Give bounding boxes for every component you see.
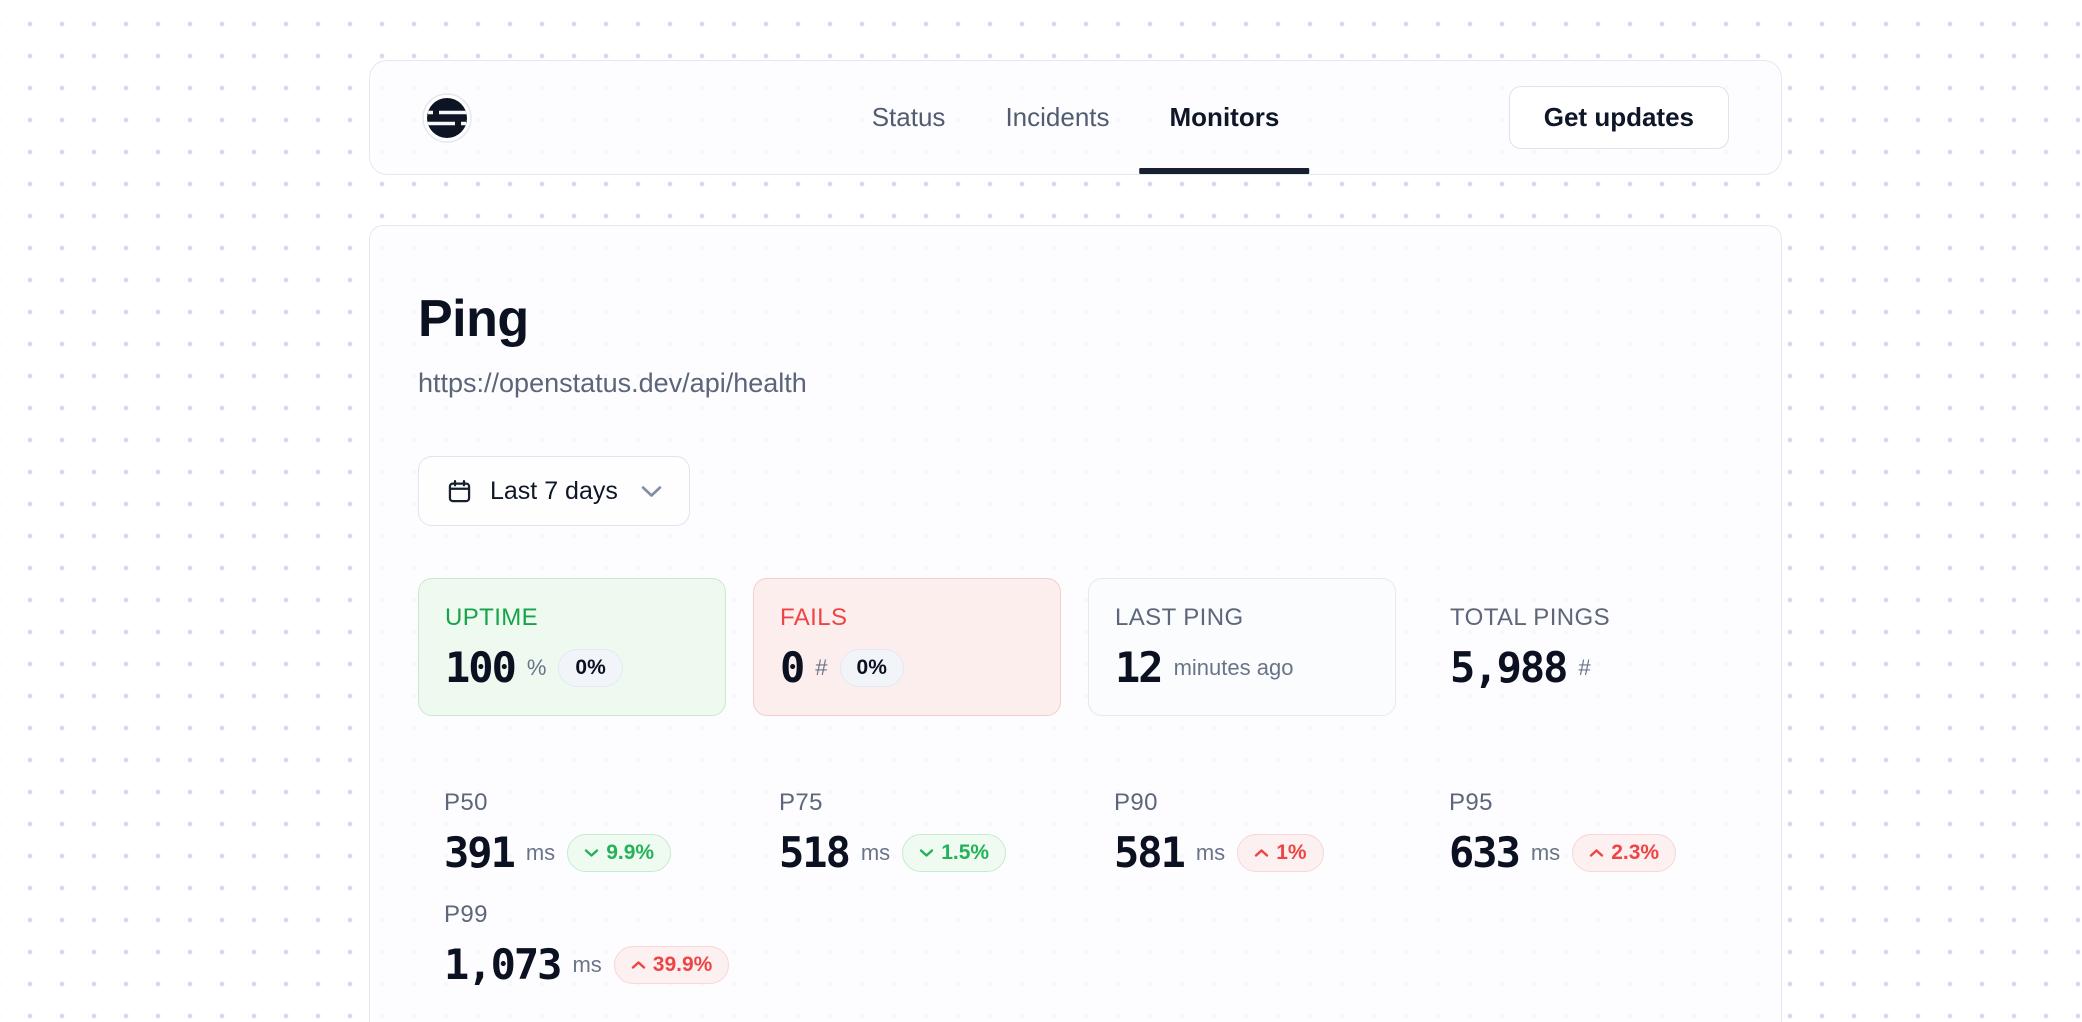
trend-badge: 9.9% (567, 834, 672, 872)
trend-badge: 1% (1237, 834, 1324, 872)
percentile-unit: ms (860, 840, 891, 865)
monitor-detail-card: Ping https://openstatus.dev/api/health L… (369, 225, 1782, 1022)
trend-up-icon (631, 960, 646, 970)
percentile-value: 581 (1114, 828, 1186, 877)
trend-down-icon (584, 848, 599, 858)
get-updates-button[interactable]: Get updates (1508, 86, 1729, 149)
percentile-label: P50 (444, 789, 488, 816)
header-nav: Status Incidents Monitors (842, 61, 1310, 174)
stat-label: FAILS (780, 604, 848, 631)
monitor-url: https://openstatus.dev/api/health (418, 368, 807, 398)
percentile-label: P99 (444, 901, 488, 928)
stat-card-total-pings: TOTAL PINGS 5,988 # (1423, 578, 1731, 716)
stat-card-uptime: UPTIME 100 % 0% (418, 578, 726, 716)
percentile-p90: P90 581 ms 1% (1088, 788, 1396, 876)
percentile-label: P90 (1114, 789, 1158, 816)
percentile-unit: ms (572, 952, 602, 977)
stat-value: 5,988 (1450, 643, 1568, 692)
percentile-label: P75 (779, 789, 823, 816)
trend-down-icon (919, 848, 934, 858)
percentile-value: 1,073 (444, 940, 562, 989)
percentile-value: 518 (779, 828, 851, 877)
stat-card-last-ping: LAST PING 12 minutes ago (1088, 578, 1396, 716)
percentile-value: 633 (1449, 828, 1521, 877)
calendar-icon (446, 478, 473, 505)
nav-tab-monitors[interactable]: Monitors (1139, 61, 1310, 174)
percentile-p95: P95 633 ms 2.3% (1423, 788, 1731, 876)
percentile-p75: P75 518 ms 1.5% (753, 788, 1061, 876)
percentile-unit: ms (1195, 840, 1226, 865)
monitor-title: Ping (418, 290, 529, 348)
nav-tab-incidents[interactable]: Incidents (1005, 102, 1110, 132)
percentile-value: 391 (444, 828, 516, 877)
stats-row: UPTIME 100 % 0% FAILS 0 # 0% LAST PING 1… (418, 578, 1733, 716)
stat-value: 12 (1115, 643, 1164, 692)
percentile-p50: P50 391 ms 9.9% (418, 788, 726, 876)
trend-up-icon (1589, 848, 1604, 858)
stat-delta-badge: 0% (558, 649, 623, 687)
stat-unit: # (1578, 655, 1591, 680)
percentile-unit: ms (525, 840, 556, 865)
stat-label: LAST PING (1115, 604, 1244, 631)
openstatus-logo[interactable] (422, 92, 472, 143)
stat-unit: minutes ago (1173, 655, 1294, 680)
trend-up-icon (1254, 848, 1269, 858)
percentiles-row-2: P99 1,073 ms 39.9% (418, 900, 1733, 988)
trend-badge: 1.5% (902, 834, 1007, 872)
nav-tab-status[interactable]: Status (871, 102, 946, 132)
stat-delta-badge: 0% (839, 649, 904, 687)
percentile-label: P95 (1449, 789, 1493, 816)
stat-value: 0 (780, 643, 805, 692)
stat-label: TOTAL PINGS (1450, 604, 1610, 631)
trend-badge: 2.3% (1572, 834, 1677, 872)
status-page-header: Status Incidents Monitors Get updates (369, 60, 1782, 175)
date-range-picker[interactable]: Last 7 days (418, 456, 690, 526)
stat-card-fails: FAILS 0 # 0% (753, 578, 1061, 716)
trend-badge: 39.9% (613, 946, 730, 984)
percentile-p99: P99 1,073 ms 39.9% (418, 900, 730, 989)
stat-unit: # (815, 655, 828, 680)
percentiles-row: P50 391 ms 9.9% P75 518 ms (418, 788, 1733, 876)
stat-unit: % (526, 655, 547, 680)
date-range-label: Last 7 days (490, 476, 618, 505)
percentile-unit: ms (1530, 840, 1561, 865)
chevron-down-icon (641, 485, 662, 498)
stat-value: 100 (445, 643, 517, 692)
stat-label: UPTIME (445, 604, 539, 631)
